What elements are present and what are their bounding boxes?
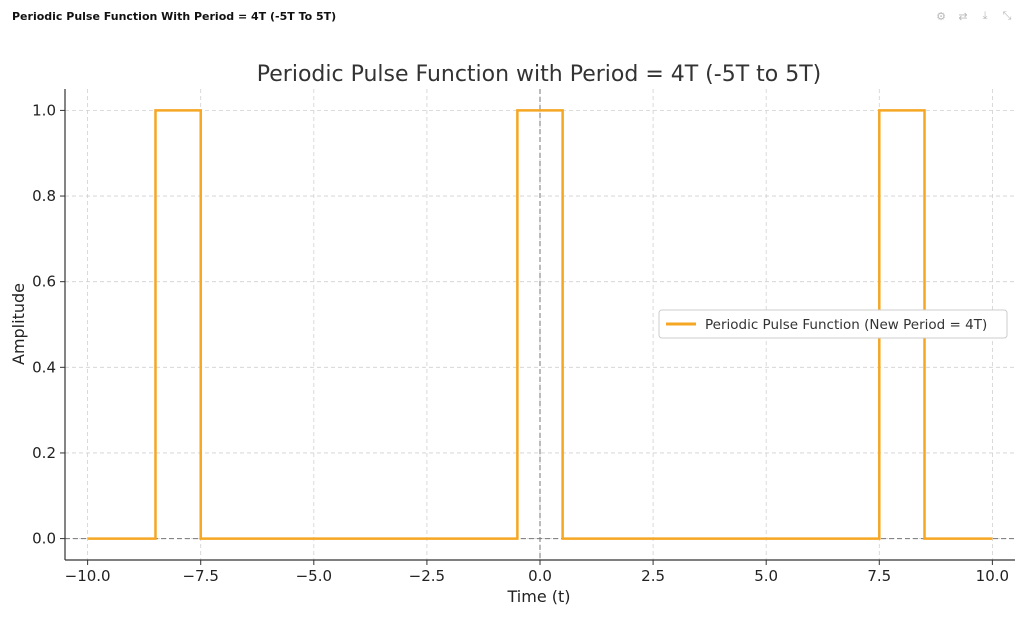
series-layer: [87, 109, 993, 540]
panel-header: Periodic Pulse Function With Period = 4T…: [0, 0, 1024, 34]
chart-area: −10.0 −7.5 −5.0 −2.5 0.0 2.5 5.0 7.5 10.0 0.0 0.2 0…: [0, 34, 1024, 634]
y-axis-label: Amplitude: [9, 283, 28, 365]
y-tick-label: 1.0: [32, 101, 56, 119]
x-tick-label: 10.0: [976, 567, 1009, 585]
y-tick-label: 0.6: [32, 273, 56, 291]
x-tick-label: −7.5: [182, 567, 218, 585]
x-tick-label: 2.5: [641, 567, 665, 585]
x-tick-label: −10.0: [65, 567, 111, 585]
x-axis-label: Time (t): [507, 587, 571, 606]
chart-title: Periodic Pulse Function with Period = 4T…: [257, 62, 821, 87]
y-tick-label: 0.0: [32, 530, 56, 548]
y-tick-label: 0.8: [32, 187, 56, 205]
download-icon[interactable]: ⤓: [982, 9, 988, 22]
toggle-icon[interactable]: ⇄: [958, 9, 968, 23]
x-tick-label: −2.5: [409, 567, 445, 585]
pulse-chart: −10.0 −7.5 −5.0 −2.5 0.0 2.5 5.0 7.5 10.0 0.0 0.2 0…: [9, 62, 1015, 606]
x-tick-label: 7.5: [867, 567, 891, 585]
y-tick-label: 0.2: [32, 444, 56, 462]
panel-title: Periodic Pulse Function With Period = 4T…: [12, 10, 337, 23]
y-tick-label: 0.4: [32, 358, 56, 376]
series-line: [87, 109, 993, 540]
legend: Periodic Pulse Function (New Period = 4T…: [658, 309, 1008, 339]
zero-lines: [65, 89, 1015, 560]
chart-settings-icon[interactable]: ⚙: [936, 9, 946, 23]
chart-toolbar: ⚙ ⇄ ⤓ ⤡: [934, 9, 1014, 23]
x-tick-label: −5.0: [296, 567, 332, 585]
legend-box: [658, 309, 1008, 339]
legend-label: Periodic Pulse Function (New Period = 4T…: [705, 317, 987, 333]
tick-labels: −10.0 −7.5 −5.0 −2.5 0.0 2.5 5.0 7.5 10.0 0.0 0.2 0…: [32, 101, 1009, 585]
x-tick-label: 0.0: [528, 567, 552, 585]
x-tick-label: 5.0: [754, 567, 778, 585]
axes: [60, 89, 1015, 565]
collapse-icon[interactable]: ⤡: [1002, 9, 1012, 22]
